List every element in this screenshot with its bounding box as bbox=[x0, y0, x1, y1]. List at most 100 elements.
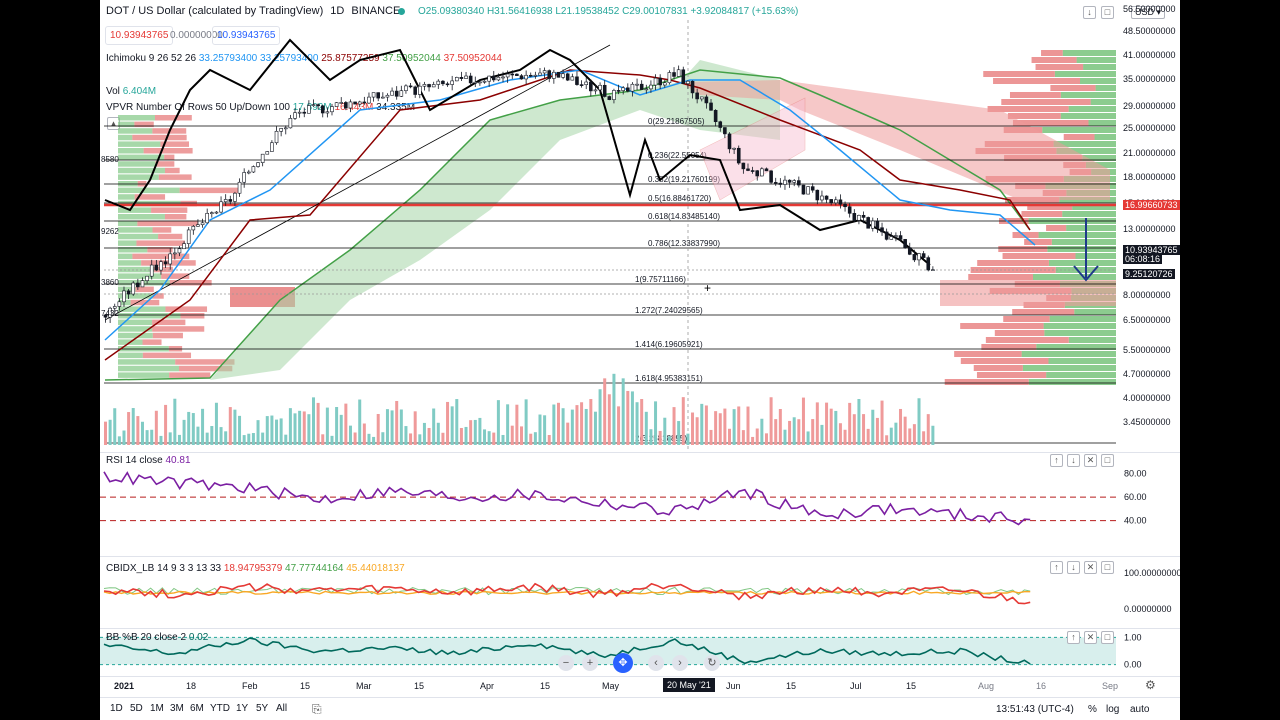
volume-bar bbox=[672, 407, 676, 445]
vpvr-right-up-bar bbox=[1075, 253, 1116, 259]
candle-body bbox=[593, 89, 598, 92]
auto-toggle[interactable]: auto bbox=[1130, 704, 1150, 715]
timeframe-6m-button[interactable]: 6M bbox=[190, 703, 204, 714]
vpvr-left-up-bar bbox=[118, 319, 153, 326]
rsi-close-icon[interactable]: ✕ bbox=[1084, 454, 1097, 467]
interval-label[interactable]: 1D bbox=[330, 5, 345, 17]
time-axis-label: Aug bbox=[978, 681, 995, 691]
zoom-out-icon[interactable]: − bbox=[558, 655, 574, 671]
candle-body bbox=[464, 75, 468, 79]
candle-body bbox=[367, 96, 371, 104]
cbidx-move-up-icon[interactable]: ↑ bbox=[1050, 561, 1063, 574]
percent-toggle[interactable]: % bbox=[1088, 704, 1097, 715]
candle-body bbox=[676, 69, 681, 77]
timeframe-all-button[interactable]: All bbox=[276, 703, 288, 714]
reset-chart-icon[interactable]: ↻ bbox=[704, 655, 720, 671]
vpvr-left-up-bar bbox=[118, 115, 155, 121]
cbidx-maximize-icon[interactable]: □ bbox=[1101, 561, 1114, 574]
chart-settings-icon[interactable]: ⚙ bbox=[1145, 678, 1156, 692]
cbidx-close-icon[interactable]: ✕ bbox=[1084, 561, 1097, 574]
volume-bar bbox=[219, 427, 223, 445]
bb-maximize-icon[interactable]: □ bbox=[1101, 631, 1114, 644]
volume-bar bbox=[270, 415, 274, 445]
rsi-move-up-icon[interactable]: ↑ bbox=[1050, 454, 1063, 467]
candle-body bbox=[256, 162, 260, 167]
bb-pane[interactable]: 1.00 0.00 bbox=[100, 628, 1180, 674]
candle-body bbox=[320, 105, 325, 114]
vpvr-legend[interactable]: VPVR Number Of Rows 50 Up/Down 100 17.89… bbox=[106, 102, 416, 113]
bb-legend[interactable]: BB %B 20 close 2 0.02 bbox=[106, 632, 209, 643]
volume-bar bbox=[210, 426, 214, 445]
price-axis-label: 48.50000000 bbox=[1123, 26, 1176, 36]
vpvr-right-down-bar bbox=[954, 351, 1022, 357]
move-down-icon[interactable]: ↓ bbox=[1083, 6, 1096, 19]
volume-bar bbox=[501, 434, 505, 445]
vpvr-left-up-bar bbox=[118, 227, 153, 233]
timeframe-5y-button[interactable]: 5Y bbox=[256, 703, 269, 714]
candle-body bbox=[695, 92, 699, 100]
candle-body bbox=[538, 72, 542, 76]
timeframe-5d-button[interactable]: 5D bbox=[130, 703, 143, 714]
rsi-move-down-icon[interactable]: ↓ bbox=[1067, 454, 1080, 467]
trend-line bbox=[104, 44, 611, 321]
candle-body bbox=[482, 80, 487, 83]
vpvr-left-down-bar bbox=[180, 313, 205, 319]
zoom-in-icon[interactable]: + bbox=[582, 655, 598, 671]
currency-select[interactable]: USD ▾ bbox=[1131, 6, 1166, 19]
candle-body bbox=[246, 171, 251, 174]
scroll-right-icon[interactable]: › bbox=[672, 655, 688, 671]
candle-body bbox=[307, 105, 311, 114]
candle-body bbox=[200, 222, 205, 226]
crosshair-icon[interactable]: ✥ bbox=[613, 653, 633, 673]
candle-body bbox=[861, 214, 866, 218]
timeframe-1y-button[interactable]: 1Y bbox=[236, 703, 249, 714]
timeframe-3m-button[interactable]: 3M bbox=[170, 703, 184, 714]
candle-body bbox=[653, 77, 658, 86]
rsi-legend[interactable]: RSI 14 close 40.81 bbox=[106, 455, 191, 466]
rsi-maximize-icon[interactable]: □ bbox=[1101, 454, 1114, 467]
log-toggle[interactable]: log bbox=[1106, 704, 1120, 715]
bb-move-up-icon[interactable]: ↑ bbox=[1067, 631, 1080, 644]
fib-level-label: 1.414(6.19605921) bbox=[635, 340, 703, 349]
timeframe-ytd-button[interactable]: YTD bbox=[210, 703, 230, 714]
cbidx-move-down-icon[interactable]: ↓ bbox=[1067, 561, 1080, 574]
left-edge-label: 7432 bbox=[101, 309, 119, 318]
price-axis[interactable]: 56.50000000 48.50000000 41.00000000 35.0000… bbox=[1117, 0, 1180, 450]
price-box-3[interactable]: 10.93943765 bbox=[212, 26, 281, 45]
maximize-icon[interactable]: □ bbox=[1101, 6, 1114, 19]
ichimoku-legend[interactable]: Ichimoku 9 26 52 26 33.25793400 33.25793… bbox=[106, 53, 502, 64]
volume-bar bbox=[774, 419, 778, 445]
price-box-1[interactable]: 10.93943765 bbox=[105, 26, 174, 45]
volume-legend[interactable]: Vol 6.404M bbox=[106, 86, 157, 97]
candle-body bbox=[741, 162, 746, 170]
candle-body bbox=[769, 170, 773, 183]
volume-bar bbox=[242, 435, 246, 445]
cbidx-legend[interactable]: CBIDX_LB 14 9 3 3 13 33 18.94795379 47.7… bbox=[106, 563, 405, 574]
bb-close-icon[interactable]: ✕ bbox=[1084, 631, 1097, 644]
exchange-label: BINANCE bbox=[351, 5, 401, 17]
candle-body bbox=[233, 192, 237, 202]
date-range-icon[interactable]: ⎘ bbox=[312, 702, 322, 716]
vpvr-right-up-bar bbox=[1046, 372, 1116, 378]
clock-readout[interactable]: 13:51:43 (UTC-4) bbox=[996, 704, 1074, 715]
timeframe-1m-button[interactable]: 1M bbox=[150, 703, 164, 714]
time-axis[interactable]: 2021 18 Feb 15 Mar 15 Apr 15 May Jun 15 Jul 15 Aug 16 S… bbox=[100, 676, 1180, 696]
candle-body bbox=[339, 102, 344, 104]
volume-bar bbox=[899, 408, 903, 445]
volume-bar bbox=[390, 410, 394, 445]
price-axis-label: 5.50000000 bbox=[1123, 345, 1171, 355]
vpvr-right-down-bar bbox=[1027, 204, 1073, 210]
volume-bar bbox=[806, 431, 810, 445]
candle-body bbox=[556, 71, 561, 78]
volume-bar bbox=[547, 435, 551, 445]
rsi-pane[interactable]: 80.00 60.00 40.00 bbox=[100, 452, 1180, 552]
volume-bar bbox=[931, 425, 935, 445]
volume-bar bbox=[866, 428, 870, 445]
timeframe-1d-button[interactable]: 1D bbox=[110, 703, 123, 714]
candle-body bbox=[491, 75, 496, 81]
price-chart[interactable]: 0(29.21867505) 0.236(22.55054) 0.382(19.21… bbox=[100, 0, 1180, 450]
scroll-left-icon[interactable]: ‹ bbox=[648, 655, 664, 671]
symbol-title[interactable]: DOT / US Dollar (calculated by TradingVi… bbox=[106, 5, 400, 17]
cbidx-pane[interactable]: 100.00000000 0.00000000 bbox=[100, 556, 1180, 626]
vpvr-right-up-bar bbox=[1022, 365, 1116, 371]
